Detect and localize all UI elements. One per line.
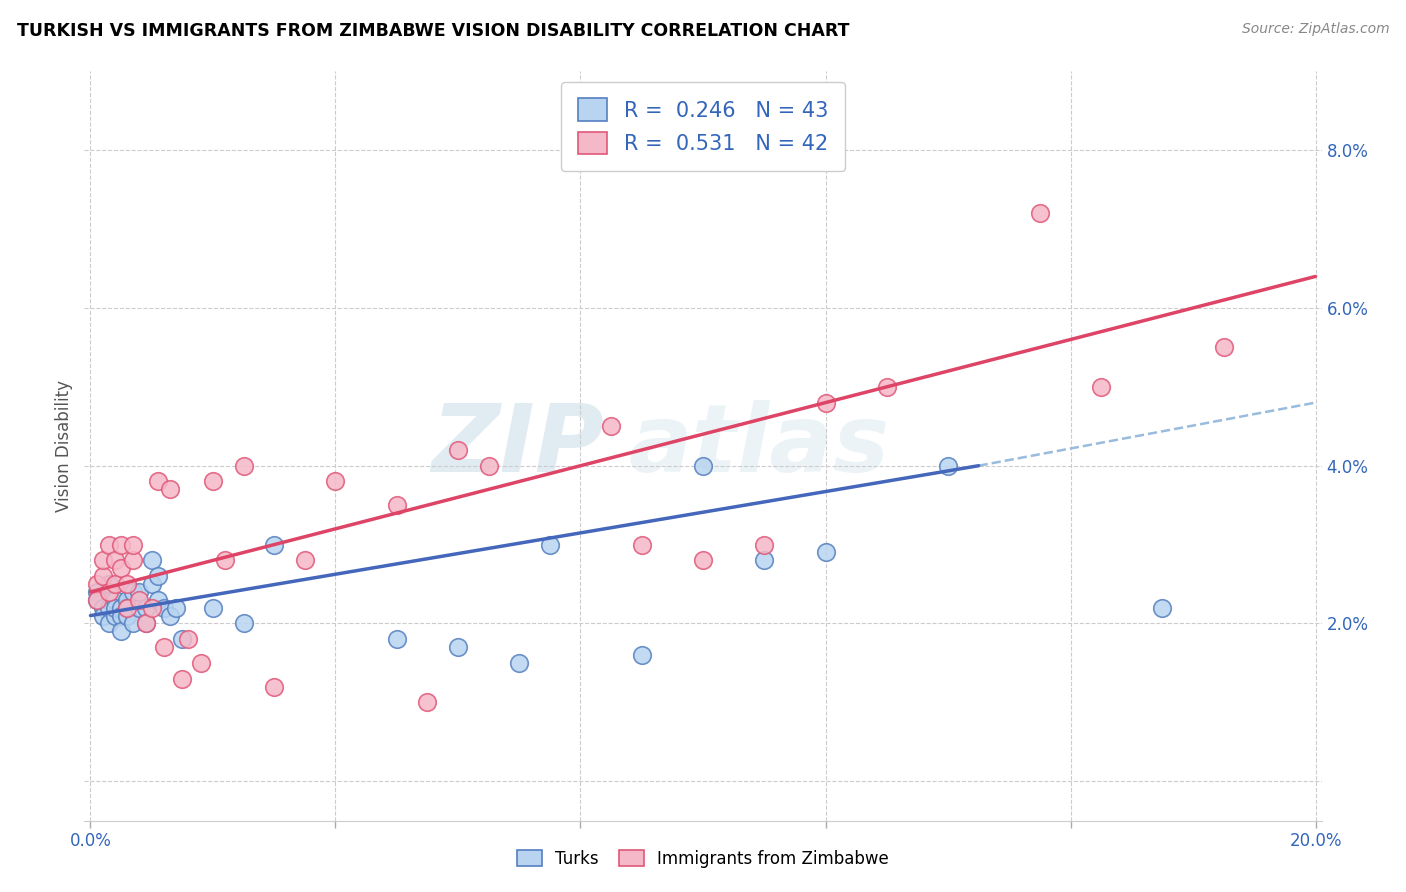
Point: [86, 577, 108, 591]
Point: [1152, 600, 1174, 615]
Point: [165, 600, 187, 615]
Point: [122, 585, 145, 599]
Point: [692, 553, 714, 567]
Text: Source: ZipAtlas.com: Source: ZipAtlas.com: [1241, 22, 1389, 37]
Point: [104, 608, 127, 623]
Point: [128, 592, 150, 607]
Legend: Turks, Immigrants from Zimbabwe: Turks, Immigrants from Zimbabwe: [510, 844, 896, 875]
Point: [508, 656, 530, 670]
Point: [146, 569, 169, 583]
Point: [91, 608, 114, 623]
Point: [86, 592, 108, 607]
Point: [447, 442, 470, 457]
Point: [110, 600, 132, 615]
Point: [538, 538, 561, 552]
Text: ZIP: ZIP: [432, 400, 605, 492]
Point: [97, 538, 120, 552]
Point: [97, 616, 120, 631]
Point: [97, 585, 120, 599]
Text: TURKISH VS IMMIGRANTS FROM ZIMBABWE VISION DISABILITY CORRELATION CHART: TURKISH VS IMMIGRANTS FROM ZIMBABWE VISI…: [17, 22, 849, 40]
Point: [135, 600, 157, 615]
Point: [447, 640, 470, 654]
Point: [172, 672, 194, 686]
Point: [135, 616, 157, 631]
Point: [115, 600, 138, 615]
Text: atlas: atlas: [628, 400, 890, 492]
Point: [754, 538, 776, 552]
Y-axis label: Vision Disability: Vision Disability: [55, 380, 73, 512]
Point: [177, 632, 200, 647]
Point: [141, 600, 163, 615]
Point: [936, 458, 959, 473]
Point: [122, 538, 145, 552]
Point: [385, 632, 408, 647]
Point: [86, 585, 108, 599]
Point: [128, 600, 150, 615]
Legend: R =  0.246   N = 43, R =  0.531   N = 42: R = 0.246 N = 43, R = 0.531 N = 42: [561, 82, 845, 171]
Point: [153, 600, 176, 615]
Point: [385, 498, 408, 512]
Point: [104, 592, 127, 607]
Point: [153, 640, 176, 654]
Point: [135, 616, 157, 631]
Point: [172, 632, 194, 647]
Point: [232, 616, 254, 631]
Point: [232, 458, 254, 473]
Point: [91, 553, 114, 567]
Point: [110, 561, 132, 575]
Point: [876, 380, 898, 394]
Point: [600, 419, 623, 434]
Point: [141, 577, 163, 591]
Point: [201, 475, 224, 489]
Point: [214, 553, 236, 567]
Point: [97, 600, 120, 615]
Point: [754, 553, 776, 567]
Point: [91, 569, 114, 583]
Point: [122, 553, 145, 567]
Point: [263, 680, 285, 694]
Point: [325, 475, 347, 489]
Point: [86, 592, 108, 607]
Point: [141, 553, 163, 567]
Point: [110, 624, 132, 639]
Point: [159, 483, 181, 497]
Point: [122, 616, 145, 631]
Point: [630, 648, 652, 662]
Point: [146, 592, 169, 607]
Point: [115, 600, 138, 615]
Point: [110, 608, 132, 623]
Point: [630, 538, 652, 552]
Point: [115, 592, 138, 607]
Point: [115, 577, 138, 591]
Point: [128, 585, 150, 599]
Point: [159, 608, 181, 623]
Point: [104, 553, 127, 567]
Point: [115, 608, 138, 623]
Point: [201, 600, 224, 615]
Point: [1090, 380, 1112, 394]
Point: [814, 395, 837, 409]
Point: [416, 695, 439, 709]
Point: [190, 656, 212, 670]
Point: [478, 458, 501, 473]
Point: [814, 545, 837, 559]
Point: [91, 600, 114, 615]
Point: [294, 553, 316, 567]
Point: [97, 577, 120, 591]
Point: [110, 538, 132, 552]
Point: [104, 600, 127, 615]
Point: [1029, 206, 1052, 220]
Point: [146, 475, 169, 489]
Point: [692, 458, 714, 473]
Point: [1212, 340, 1234, 354]
Point: [104, 577, 127, 591]
Point: [263, 538, 285, 552]
